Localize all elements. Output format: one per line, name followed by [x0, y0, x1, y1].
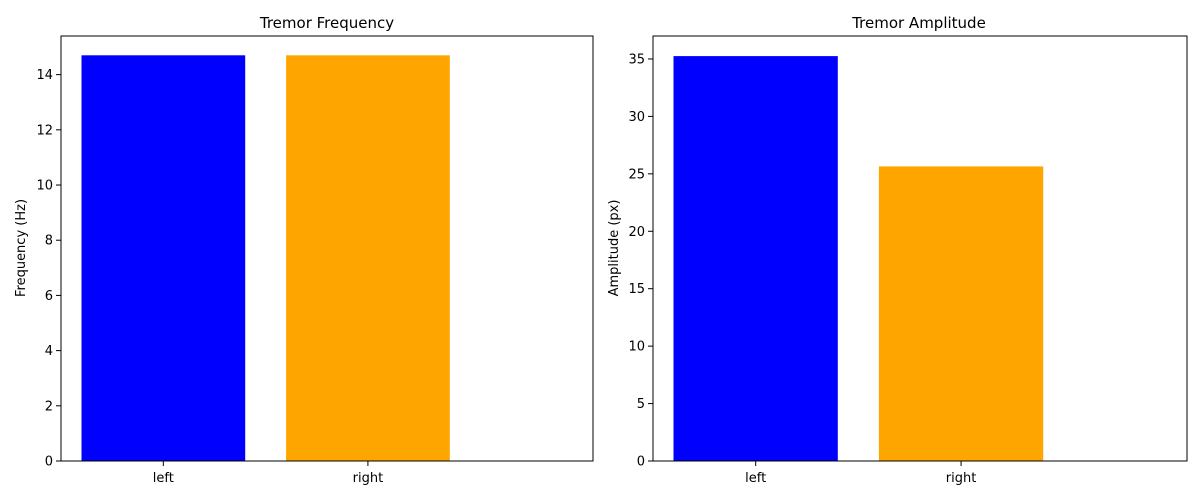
amplitude-x-tick-label-left: left [745, 471, 766, 486]
frequency-y-axis-label: Frequency (Hz) [14, 199, 29, 297]
amplitude-chart-title: Tremor Amplitude [851, 14, 986, 32]
amplitude-bar-left [673, 56, 838, 461]
amplitude-y-tick-label-10: 10 [628, 340, 645, 355]
frequency-chart-title: Tremor Frequency [259, 14, 394, 32]
amplitude-y-tick-label-35: 35 [628, 52, 645, 67]
frequency-y-tick-label-0: 0 [45, 455, 53, 470]
frequency-axes-frame [60, 35, 594, 462]
amplitude-y-tick-label-0: 0 [637, 455, 645, 470]
amplitude-axes-frame [652, 35, 1188, 462]
frequency-y-tick-label-2: 2 [45, 399, 53, 414]
frequency-bar-right [286, 55, 450, 462]
amplitude-y-tick-label-15: 15 [628, 282, 645, 297]
frequency-y-tick-label-6: 6 [45, 289, 53, 304]
amplitude-y-tick-label-5: 5 [637, 397, 645, 412]
frequency-x-tick-label-right: right [353, 471, 384, 486]
amplitude-y-tick-label-20: 20 [628, 225, 645, 240]
amplitude-x-tick-label-right: right [946, 471, 977, 486]
amplitude-chart: Tremor Amplitude Amplitude (px) left righ… [607, 14, 1188, 486]
amplitude-y-axis-label: Amplitude (px) [607, 200, 622, 297]
frequency-y-tick-label-10: 10 [36, 179, 53, 194]
frequency-y-tick-label-14: 14 [36, 68, 53, 83]
frequency-bar-left [81, 55, 246, 462]
amplitude-y-tick-label-30: 30 [628, 110, 645, 125]
amplitude-bar-right [878, 166, 1044, 461]
amplitude-y-tick-label-25: 25 [628, 167, 645, 182]
frequency-y-tick-label-12: 12 [36, 123, 53, 138]
frequency-chart: Tremor Frequency Frequency (Hz) left righ… [14, 14, 594, 486]
frequency-x-tick-label-left: left [153, 471, 174, 486]
frequency-y-tick-label-8: 8 [45, 234, 53, 249]
frequency-y-tick-label-4: 4 [45, 344, 53, 359]
